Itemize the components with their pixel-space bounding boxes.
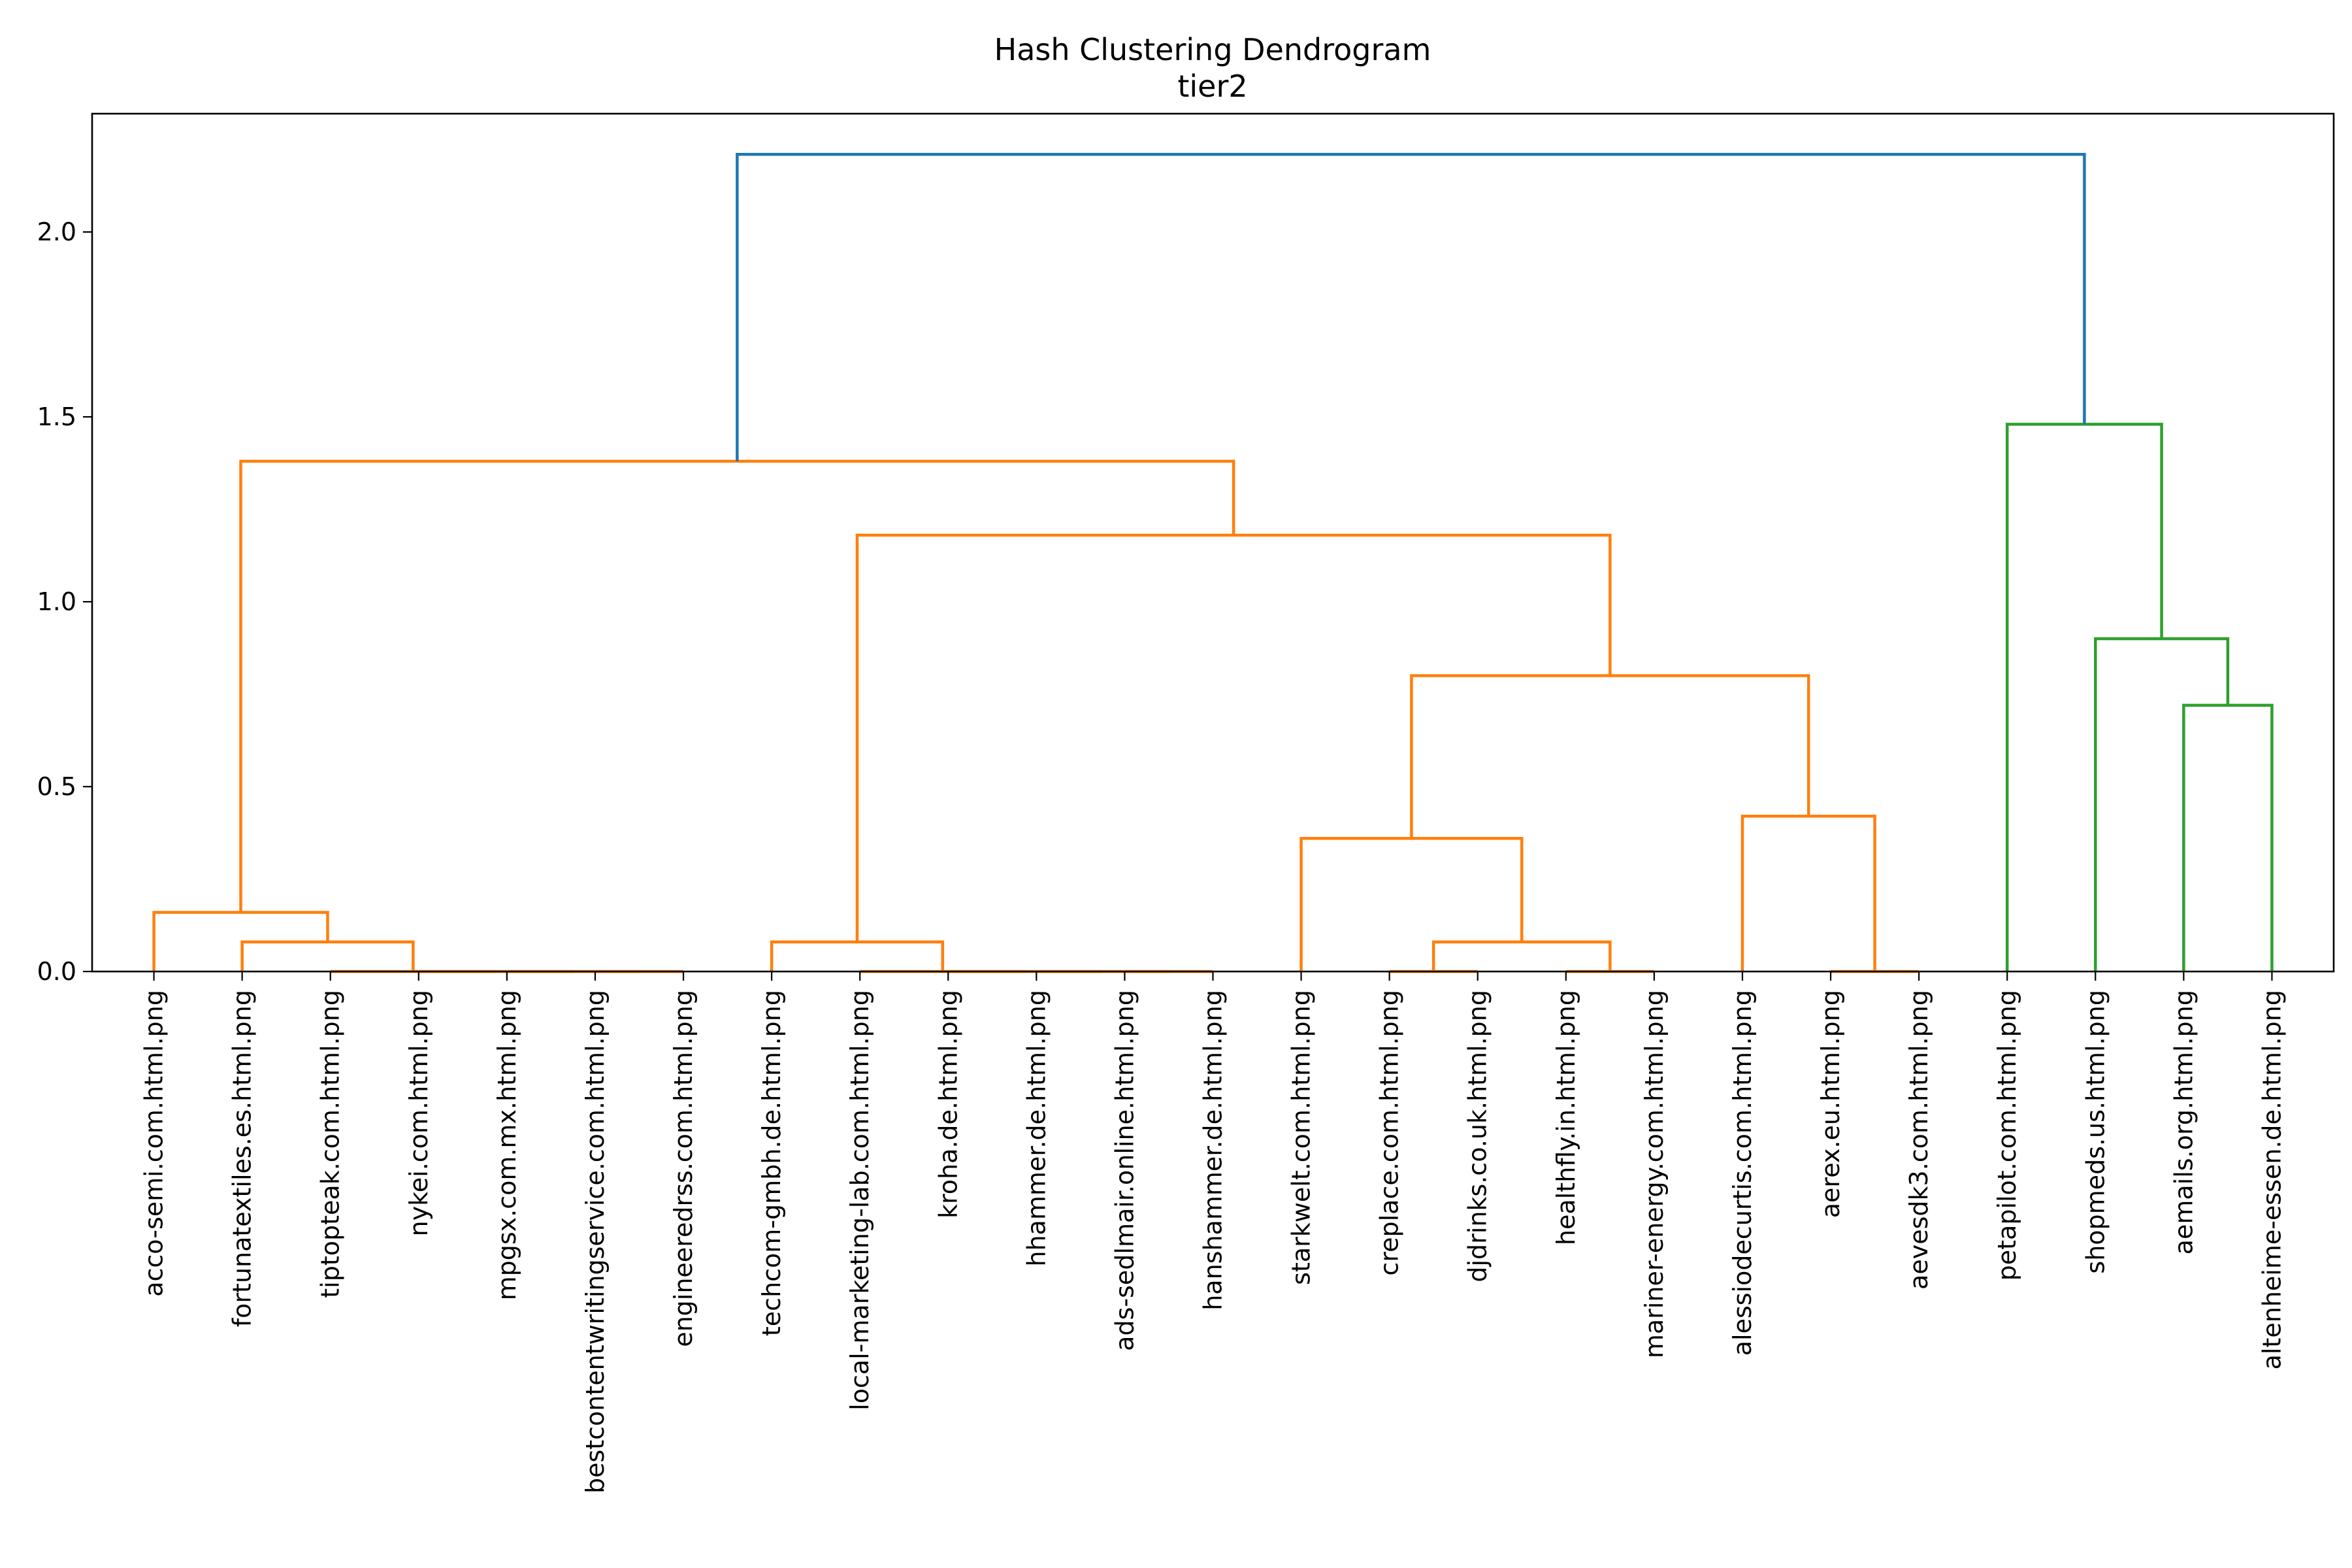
leaf-label: kroha.de.html.png: [934, 990, 962, 1218]
leaf-label: healthfly.in.html.png: [1552, 990, 1580, 1245]
leaf-label: hhammer.de.html.png: [1022, 990, 1051, 1267]
leaf-label: shopmeds.us.html.png: [2081, 990, 2110, 1274]
x-axis: acco-semi.com.html.png fortunatextiles.es…: [140, 972, 2286, 1494]
plot-frame: [91, 112, 2335, 973]
y-tick-label: 1.0: [37, 587, 76, 616]
y-tick-label: 0.0: [37, 957, 76, 986]
dendrogram-link: [1299, 837, 1524, 972]
dendrogram-link: [2094, 637, 2230, 972]
dendrogram-link: [2182, 704, 2274, 972]
leaf-label: aerex.eu.html.png: [1816, 990, 1845, 1218]
leaf-label: engineeredrss.com.html.png: [669, 990, 698, 1347]
leaf-label: mpgsx.com.mx.html.png: [493, 990, 521, 1300]
leaf-label: petapilot.com.html.png: [1993, 990, 2021, 1281]
leaf-label: aevesdk3.com.html.png: [1904, 990, 1933, 1290]
leaf-label: alessiodecurtis.com.html.png: [1728, 990, 1757, 1356]
chart-title: Hash Clustering Dendrogram: [994, 32, 1431, 67]
dendrogram-link: [152, 911, 329, 972]
y-axis: 0.0 0.5 1.0 1.5 2.0: [37, 218, 92, 986]
leaf-label: acco-semi.com.html.png: [140, 990, 169, 1297]
y-tick-label: 2.0: [37, 218, 76, 246]
dendrogram-link: [736, 153, 2086, 461]
chart-subtitle: tier2: [1177, 69, 1247, 104]
leaf-label: creplace.com.html.png: [1375, 990, 1404, 1276]
y-tick-label: 1.5: [37, 402, 76, 431]
leaf-label: bestcontentwritingservice.com.html.png: [581, 990, 610, 1494]
leaf-label: starkwelt.com.html.png: [1287, 990, 1316, 1285]
leaf-label: altenheime-essen.de.html.png: [2257, 990, 2286, 1369]
dendrogram-link: [2005, 423, 2163, 972]
y-tick-label: 0.5: [37, 772, 76, 801]
leaf-label: nykei.com.html.png: [404, 990, 433, 1236]
leaf-label: ads-sedlmair.online.html.png: [1110, 990, 1139, 1351]
leaf-label: hanshammer.de.html.png: [1199, 990, 1228, 1311]
leaf-label: aemails.org.html.png: [2169, 990, 2198, 1254]
leaf-label: fortunatextiles.es.html.png: [228, 990, 257, 1327]
leaf-label: local-marketing-lab.com.html.png: [845, 990, 874, 1411]
leaf-label: tiptopteak.com.html.png: [316, 990, 345, 1298]
leaf-label: techcom-gmbh.de.html.png: [757, 990, 786, 1336]
leaf-label: djdrinks.co.uk.html.png: [1463, 990, 1492, 1282]
leaf-label: mariner-energy.com.html.png: [1640, 990, 1669, 1358]
